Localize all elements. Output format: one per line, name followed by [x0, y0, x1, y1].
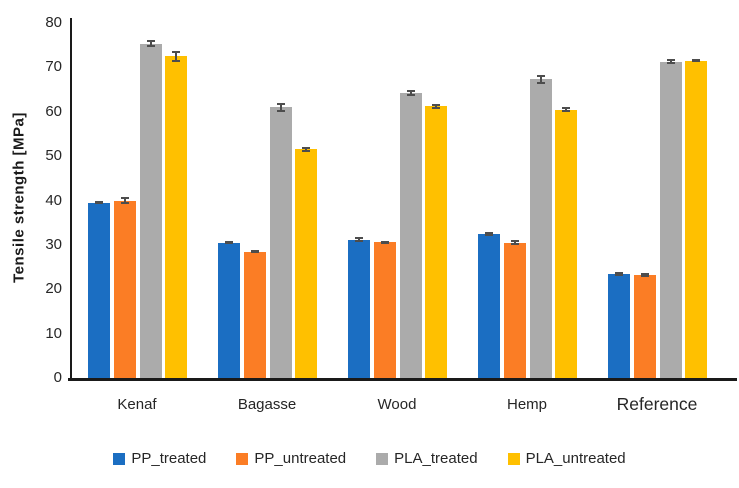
x-axis-line [68, 378, 737, 381]
bar-PLA_treated-Wood [399, 93, 422, 378]
bar-PLA_untreated-Bagasse [295, 149, 318, 378]
bar-PLA_treated-Bagasse [269, 107, 292, 378]
x-category-label-Hemp: Hemp [506, 396, 547, 413]
error-bar [95, 200, 103, 205]
error-bar [225, 240, 233, 245]
error-bar [692, 58, 701, 63]
y-tick-label: 30 [45, 235, 62, 253]
y-tick-label: 10 [45, 324, 62, 342]
y-tick-label: 40 [45, 191, 62, 209]
error-bar [276, 102, 285, 112]
y-tick-label: 80 [45, 14, 62, 31]
bar-PP_untreated-Hemp [503, 242, 526, 378]
x-category-label-Reference: Reference [616, 394, 698, 414]
error-bar [406, 90, 415, 97]
error-bar [485, 231, 493, 236]
legend-swatch-icon [236, 452, 249, 465]
x-category-label-Bagasse: Bagasse [237, 396, 297, 413]
bar-PP_treated-Bagasse [218, 242, 240, 378]
legend-label: PLA_treated [394, 450, 478, 467]
legend-swatch-icon [507, 452, 520, 465]
legend-item-PP_untreated: PP_untreated [236, 450, 346, 467]
legend-item-PLA_treated: PLA_treated [376, 450, 478, 467]
bar-PLA_treated-Hemp [529, 79, 552, 378]
bar-PLA_untreated-Hemp [555, 109, 578, 378]
legend: PP_treated PP_untreated PLA_treated PLA_unt… [0, 450, 739, 467]
error-bar [640, 273, 649, 277]
bar-PP_treated-Wood [348, 239, 370, 378]
legend-swatch-icon [376, 452, 389, 465]
error-bar [355, 237, 363, 242]
error-bar [120, 196, 129, 205]
legend-label: PLA_untreated [525, 450, 626, 467]
error-bar [510, 240, 519, 245]
bar-PP_untreated-Reference [633, 275, 656, 378]
error-bar [250, 249, 259, 254]
legend-label: PP_treated [131, 450, 207, 467]
y-tick-label: 50 [45, 147, 62, 165]
legend-item-PLA_untreated: PLA_untreated [507, 450, 626, 467]
bar-PLA_untreated-Wood [425, 106, 448, 378]
legend-item-PP_treated: PP_treated [113, 450, 206, 467]
bar-PP_treated-Kenaf [88, 202, 110, 378]
error-bar [146, 40, 155, 48]
bar-PLA_treated-Reference [659, 61, 682, 378]
bar-PP_treated-Reference [608, 274, 630, 378]
y-tick-label: 20 [45, 280, 62, 298]
legend-swatch-icon [113, 452, 126, 465]
bar-PP_untreated-Wood [373, 242, 396, 378]
error-bar [172, 50, 181, 63]
bar-PLA_untreated-Reference [685, 60, 708, 378]
y-tick-label: 70 [45, 58, 62, 76]
x-category-label-Kenaf: Kenaf [117, 396, 157, 413]
y-tick-label: 60 [45, 102, 62, 120]
error-bar [615, 271, 623, 277]
x-category-label-Wood: Wood [377, 396, 417, 413]
legend-label: PP_untreated [254, 450, 347, 467]
bar-PP_treated-Hemp [478, 233, 500, 378]
error-bar [536, 74, 545, 84]
error-bar [380, 240, 389, 244]
error-bar [432, 104, 441, 109]
bar-PLA_untreated-Kenaf [165, 56, 188, 378]
bar-PP_untreated-Kenaf [113, 200, 136, 378]
bar-PLA_treated-Kenaf [139, 43, 162, 378]
y-tick-label: 0 [53, 369, 62, 386]
y-axis-line [70, 18, 72, 380]
bar-PP_untreated-Bagasse [243, 251, 266, 378]
error-bar [302, 147, 311, 152]
error-bar [562, 107, 571, 112]
error-bar [666, 59, 675, 64]
